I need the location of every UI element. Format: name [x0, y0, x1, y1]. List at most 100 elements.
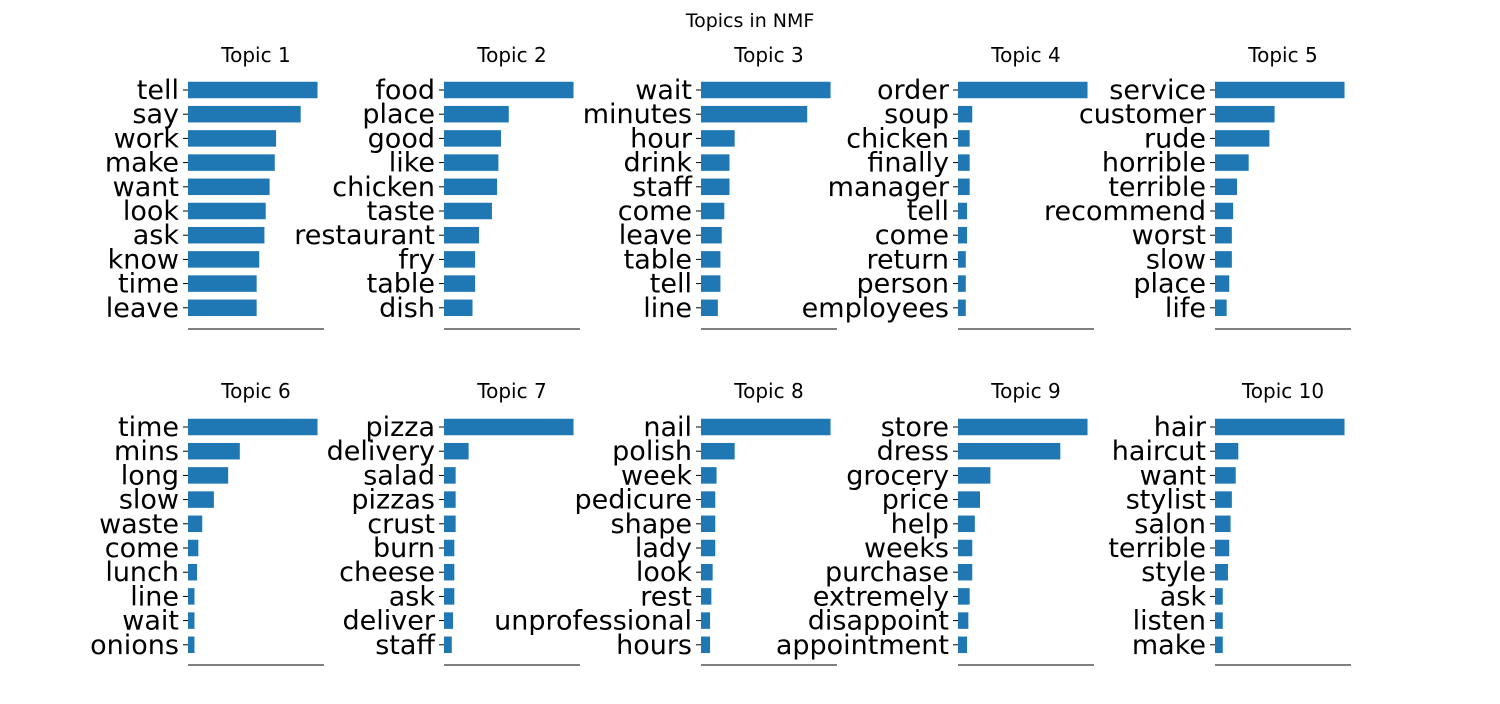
- tick-label: style: [1141, 557, 1206, 588]
- bar: [444, 251, 476, 268]
- tick-label: nail: [643, 412, 692, 443]
- tick-label: deliver: [343, 606, 436, 637]
- tick-label: taste: [367, 196, 435, 227]
- tick-label: delivery: [327, 436, 435, 467]
- bar: [444, 588, 455, 605]
- bar: [444, 563, 455, 581]
- tick-label: good: [368, 123, 435, 154]
- bar: [444, 178, 498, 196]
- bar: [444, 515, 456, 533]
- tick-label: tell: [907, 196, 949, 227]
- bar: [1215, 418, 1345, 436]
- bar: [701, 81, 831, 99]
- tick-label: lady: [635, 533, 692, 564]
- bar: [958, 442, 1061, 460]
- bar: [701, 612, 711, 629]
- bar: [958, 202, 968, 220]
- tick-label: minutes: [583, 99, 692, 130]
- bar: [444, 226, 479, 244]
- tick-label: haircut: [1112, 436, 1206, 467]
- tick-label: manager: [828, 172, 950, 203]
- tick-label: place: [1133, 269, 1206, 300]
- bar: [1215, 491, 1232, 508]
- bar: [701, 251, 721, 268]
- bar: [188, 636, 195, 654]
- tick-label: life: [1165, 293, 1206, 324]
- bar: [958, 226, 968, 244]
- tick-label: salad: [363, 460, 435, 491]
- tick-label: line: [643, 293, 692, 324]
- tick-label: chicken: [332, 172, 435, 203]
- bar: [1215, 539, 1230, 557]
- bar: [958, 467, 991, 484]
- subplot-topic-3: Topic 3 waitminuteshourdrinkstaffcomeleav…: [583, 43, 837, 330]
- tick-label: ask: [1160, 581, 1207, 612]
- tick-label: cheese: [339, 557, 435, 588]
- bar: [958, 418, 1088, 436]
- subplot-topic-1: Topic 1 tellsayworkmakewantlookaskknowtim…: [105, 43, 324, 330]
- tick-label: table: [367, 269, 435, 300]
- bar: [1215, 467, 1236, 484]
- bar: [701, 202, 725, 220]
- subplot-title: Topic 2: [476, 43, 546, 67]
- bar: [188, 563, 198, 581]
- bar: [1215, 515, 1231, 533]
- tick-label: tell: [650, 269, 692, 300]
- bar: [188, 130, 277, 147]
- bar: [958, 130, 970, 147]
- tick-label: want: [1140, 460, 1206, 491]
- bar: [701, 539, 716, 557]
- bar: [958, 178, 970, 196]
- subplot-topic-2: Topic 2 foodplacegoodlikechickentasterest…: [294, 43, 580, 330]
- tick-label: make: [1132, 630, 1206, 661]
- tick-label: long: [121, 460, 179, 491]
- bar: [1215, 130, 1270, 147]
- bar: [188, 178, 270, 196]
- tick-label: come: [875, 220, 949, 251]
- subplot-title: Topic 8: [733, 379, 803, 403]
- tick-label: pizzas: [351, 485, 435, 516]
- tick-label: appointment: [776, 630, 949, 661]
- bar: [958, 81, 1088, 99]
- bar: [188, 81, 318, 99]
- tick-label: burn: [373, 533, 435, 564]
- tick-label: slow: [1146, 244, 1206, 275]
- bar: [701, 491, 716, 508]
- tick-label: staff: [632, 172, 693, 203]
- bar: [188, 539, 199, 557]
- tick-label: slow: [119, 485, 179, 516]
- bar: [1215, 442, 1239, 460]
- tick-label: purchase: [825, 557, 949, 588]
- subplot-title: Topic 1: [220, 43, 290, 67]
- bar: [701, 275, 721, 292]
- bar: [188, 299, 257, 317]
- bar: [444, 81, 574, 99]
- tick-label: service: [1109, 75, 1206, 106]
- tick-label: rest: [640, 581, 692, 612]
- tick-label: ask: [389, 581, 436, 612]
- bar: [444, 442, 469, 460]
- bar: [958, 105, 973, 123]
- bar: [701, 418, 831, 436]
- tick-label: dish: [379, 293, 435, 324]
- tick-label: store: [881, 412, 949, 443]
- tick-label: come: [618, 196, 692, 227]
- subplot-topic-7: Topic 7 pizzadeliverysaladpizzascrustburn…: [327, 379, 580, 666]
- bar: [444, 491, 456, 508]
- bar: [1215, 226, 1232, 244]
- bar: [701, 226, 722, 244]
- tick-label: recommend: [1044, 196, 1206, 227]
- tick-label: restaurant: [294, 220, 435, 251]
- tick-label: table: [624, 244, 692, 275]
- bar: [701, 515, 716, 533]
- tick-label: mins: [114, 436, 179, 467]
- bar: [188, 202, 266, 220]
- tick-label: look: [636, 557, 693, 588]
- tick-label: lunch: [105, 557, 179, 588]
- bar: [188, 226, 265, 244]
- tick-label: leave: [106, 293, 179, 324]
- bar: [188, 105, 301, 123]
- tick-label: chicken: [846, 123, 949, 154]
